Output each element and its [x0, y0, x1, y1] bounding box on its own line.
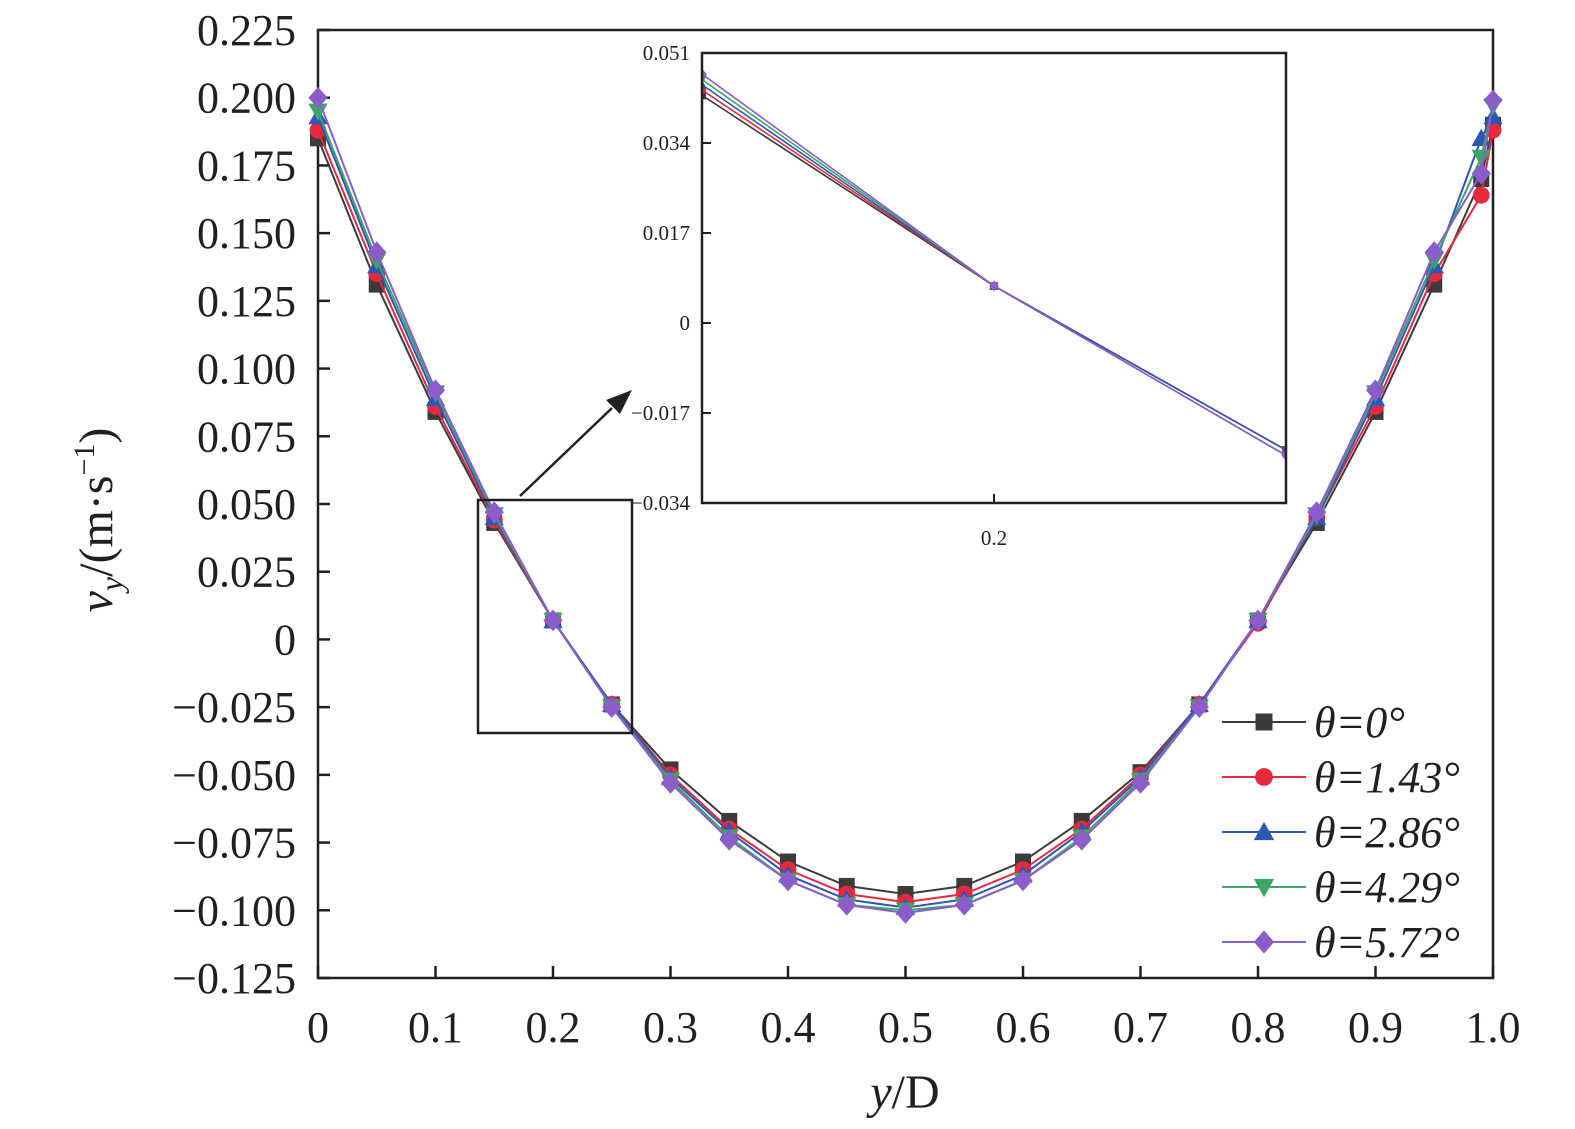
data-point	[602, 696, 622, 718]
y-tick-label: 0.075	[197, 412, 296, 461]
inset-x-tick-label: 0.2	[981, 526, 1007, 550]
data-point	[1471, 162, 1491, 185]
y-tick-label: −0.075	[172, 819, 296, 868]
data-point	[484, 501, 504, 523]
x-tick-label: 0.6	[996, 1003, 1051, 1052]
data-point	[1072, 829, 1092, 851]
inset-y-tick-label: −0.017	[631, 401, 690, 425]
zoom-arrow-head	[606, 390, 632, 414]
legend-label: θ=5.72°	[1314, 918, 1460, 967]
data-point	[1013, 869, 1033, 892]
data-point	[425, 379, 446, 402]
legend-label: θ=2.86°	[1314, 808, 1460, 857]
y-tick-label: −0.050	[172, 751, 296, 800]
legend: θ=0° θ=1.43° θ=2.86° θ=4.29° θ=5.72°	[1222, 698, 1460, 967]
y-tick-label: −0.125	[172, 954, 296, 1003]
y-tick-label: 0.175	[197, 141, 296, 190]
inset-axis-ticks: 0.2 0.051 0.034 0.017 0 −0.017 −0.034	[631, 41, 1007, 550]
y-axis-title-rest: /(m·s	[70, 476, 123, 577]
legend-marker	[1255, 768, 1273, 786]
x-tick-label: 0	[307, 1003, 329, 1052]
data-point	[895, 902, 916, 924]
legend-item-0: θ=0°	[1222, 698, 1405, 747]
inset-plot-frame	[700, 51, 1288, 505]
data-point	[1189, 696, 1209, 718]
series-line	[317, 97, 1494, 915]
y-tick-label: −0.025	[172, 683, 296, 732]
y-axis-title-sup: −1	[68, 444, 101, 476]
legend-label: θ=0°	[1314, 698, 1405, 747]
y-tick-label: 0.225	[197, 6, 296, 55]
x-tick-label: 0.4	[761, 1003, 816, 1052]
y-axis-title-sub: y	[93, 576, 129, 594]
y-tick-label: 0.150	[197, 209, 296, 258]
x-tick-label: 0.2	[526, 1003, 581, 1052]
legend-marker	[1255, 713, 1273, 731]
y-tick-label: 0.125	[197, 277, 296, 326]
y-tick-label: 0.200	[197, 74, 296, 123]
main-series-layer	[308, 86, 1503, 924]
series-4	[308, 86, 1503, 924]
x-tick-label: 0.1	[408, 1003, 463, 1052]
x-tick-label: 0.7	[1113, 1003, 1168, 1052]
legend-marker	[1253, 821, 1275, 841]
y-tick-label: 0.050	[197, 480, 296, 529]
zoom-arrow-line	[519, 407, 613, 497]
y-tick-label: 0.025	[197, 548, 296, 597]
data-point	[367, 241, 387, 263]
x-tick-label: 0.3	[643, 1003, 698, 1052]
main-axis-ticks: 0 0.1 0.2 0.3 0.4 0.5 0.6 0.7 0.8 0.9 1.00.2250.20…	[172, 6, 1520, 1052]
zoom-region-box	[476, 498, 634, 735]
legend-label: θ=1.43°	[1314, 753, 1460, 802]
y-axis-title-var: v	[70, 590, 123, 612]
y-axis-title-close: )	[70, 428, 123, 444]
inset-y-tick-label: 0.017	[643, 221, 690, 245]
inset-y-tick-label: 0.034	[643, 131, 691, 155]
legend-item-4: θ=5.72°	[1222, 918, 1460, 967]
legend-item-1: θ=1.43°	[1222, 753, 1460, 802]
y-tick-label: −0.100	[172, 886, 296, 935]
x-axis-title-var: y	[865, 1066, 892, 1119]
inset-y-tick-label: 0.051	[643, 41, 690, 65]
x-tick-label: 0.9	[1348, 1003, 1403, 1052]
data-point	[837, 894, 857, 916]
y-tick-label: 0.100	[197, 345, 296, 394]
data-point	[308, 86, 328, 109]
data-point	[1307, 501, 1327, 523]
data-point	[1471, 149, 1491, 167]
data-point	[1424, 241, 1444, 263]
data-point	[543, 609, 563, 632]
y-tick-label: 0	[274, 615, 296, 664]
data-point	[1483, 89, 1503, 112]
inset-background	[702, 53, 1286, 503]
x-tick-label: 1.0	[1466, 1003, 1521, 1052]
legend-item-2: θ=2.86°	[1222, 808, 1460, 857]
data-point	[1365, 379, 1386, 402]
legend-label: θ=4.29°	[1314, 863, 1460, 912]
y-axis-title: vy/(m·s−1)	[68, 428, 129, 613]
data-point	[719, 829, 739, 851]
x-axis-title-rest: /D	[892, 1066, 940, 1119]
legend-marker	[1253, 930, 1275, 954]
inset-y-tick-label: −0.034	[631, 491, 691, 515]
legend-marker	[1253, 878, 1275, 898]
inset-data-point	[702, 91, 706, 100]
inset-data-point	[989, 280, 999, 292]
data-point	[1483, 107, 1503, 125]
data-point	[1130, 772, 1151, 794]
data-point	[1248, 609, 1268, 632]
inset-y-tick-label: 0	[680, 311, 691, 335]
x-tick-label: 0.5	[878, 1003, 933, 1052]
data-point	[954, 894, 974, 916]
legend-item-3: θ=4.29°	[1222, 863, 1460, 912]
data-point	[778, 869, 798, 892]
data-point	[1472, 186, 1490, 204]
x-axis-title: y/D	[865, 1066, 939, 1119]
data-point	[660, 772, 681, 794]
x-tick-label: 0.8	[1231, 1003, 1286, 1052]
